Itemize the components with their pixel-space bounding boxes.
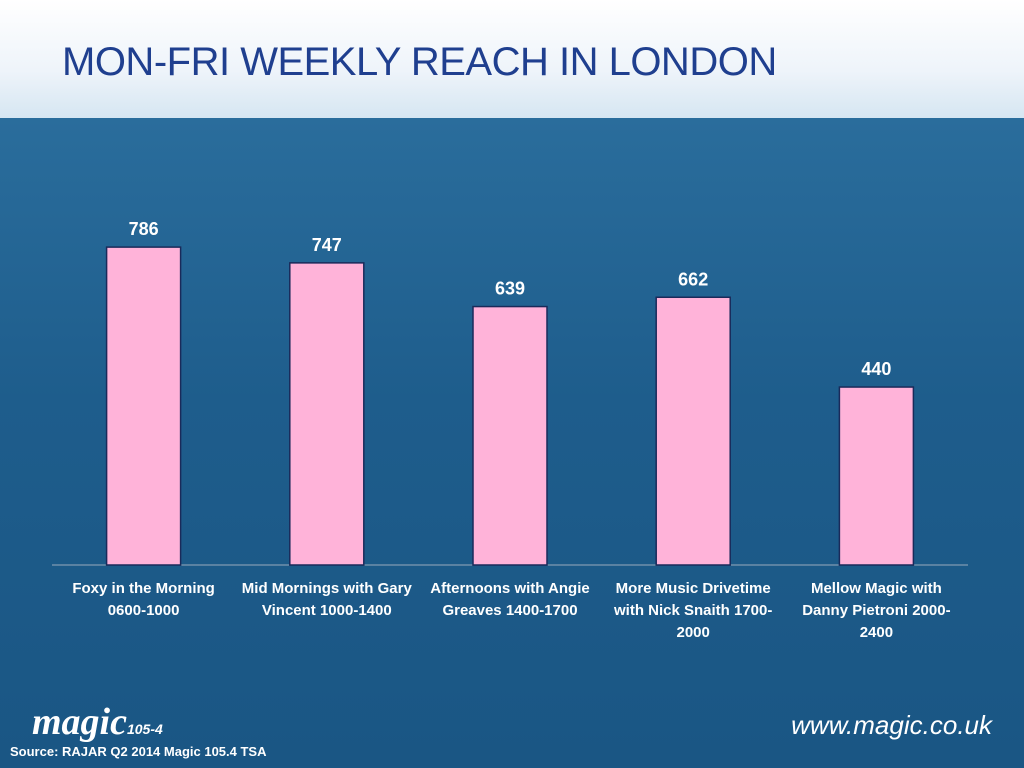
logo-sub: 105-4 [126,721,163,737]
header [0,0,1024,118]
bar [838,386,915,566]
source: Source: RAJAR Q2 2014 Magic 105.4 TSA [10,744,267,759]
value-label: 786 [129,219,159,239]
logo: magic105-4 [32,700,163,744]
category-label: Mellow Magic with Danny Pietroni 2000-24… [802,580,951,641]
value-label: 747 [312,235,342,255]
category-label: Afternoons with Angie Greaves 1400-1700 [430,580,590,619]
bar [655,296,731,566]
chart-title: MON-FRI WEEKLY REACH IN LONDON [62,40,777,84]
value-label: 440 [861,359,891,379]
website: www.magic.co.uk [791,710,992,740]
bar [472,305,548,566]
category-label: Foxy in the Morning 0600-1000 [72,580,215,619]
bar [289,262,365,566]
value-label: 662 [678,269,708,289]
category-label: Mid Mornings with Gary Vincent 1000-1400 [241,580,412,619]
logo-text: magic [32,701,127,743]
category-label: More Music Drivetime with Nick Snaith 17… [613,580,773,641]
bar [105,246,182,566]
value-label: 639 [495,279,525,299]
